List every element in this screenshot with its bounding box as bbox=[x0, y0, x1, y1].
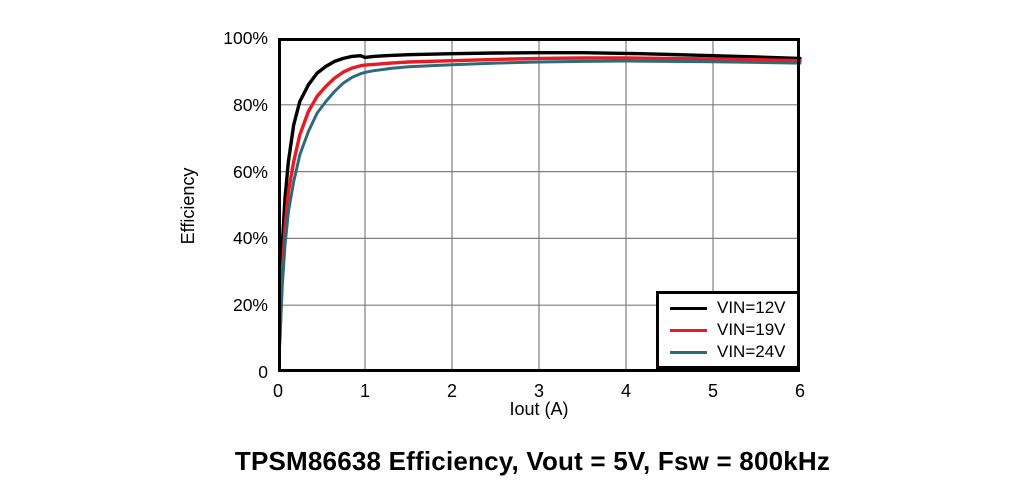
x-axis-label: Iout (A) bbox=[509, 399, 569, 419]
y-tick-label: 60% bbox=[232, 161, 268, 182]
x-tick-label: 0 bbox=[272, 381, 283, 401]
x-tick-label: 6 bbox=[794, 381, 805, 401]
plot-border bbox=[278, 38, 800, 372]
series-line-vin-12v bbox=[278, 50, 802, 341]
y-tick-label: 0 bbox=[258, 362, 268, 382]
y-tick-label: 40% bbox=[232, 228, 268, 249]
series-line-vin-19v bbox=[278, 56, 802, 344]
legend-line-swatch bbox=[670, 306, 707, 310]
x-tick-label: 3 bbox=[533, 381, 544, 401]
x-tick-label: 1 bbox=[359, 381, 370, 401]
legend-label: VIN=12V bbox=[717, 298, 786, 317]
y-tick-label: 100% bbox=[223, 28, 268, 48]
y-tick-label: 20% bbox=[232, 295, 268, 316]
series-line-vin-24v bbox=[278, 59, 802, 347]
legend-label: VIN=19V bbox=[717, 320, 786, 339]
x-tick-label: 4 bbox=[620, 381, 631, 401]
legend-item: VIN=24V bbox=[670, 341, 797, 363]
legend-line-swatch bbox=[670, 328, 707, 332]
chart-title: TPSM86638 Efficiency, Vout = 5V, Fsw = 8… bbox=[234, 446, 831, 476]
y-tick-label: 80% bbox=[232, 94, 268, 115]
legend: VIN=12V VIN=19V VIN=24V bbox=[656, 291, 800, 369]
x-tick-label: 2 bbox=[446, 381, 457, 401]
legend-item: VIN=12V bbox=[670, 297, 797, 319]
legend-item: VIN=19V bbox=[670, 319, 797, 341]
legend-line-swatch bbox=[670, 350, 707, 354]
legend-label: VIN=24V bbox=[717, 342, 786, 361]
x-tick-label: 5 bbox=[707, 381, 718, 401]
